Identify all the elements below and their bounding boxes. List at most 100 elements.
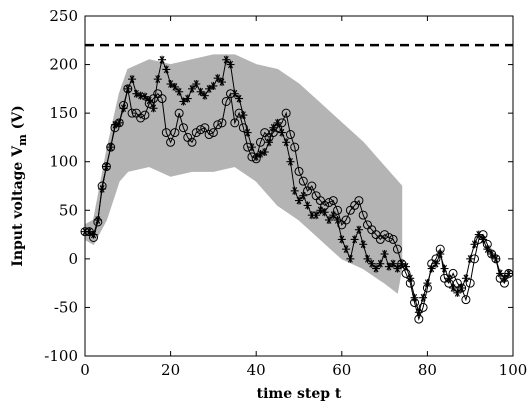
data-point-circle	[196, 125, 206, 135]
data-point-asterisk	[372, 264, 381, 273]
data-point-circle	[397, 259, 407, 269]
data-point-circle	[341, 215, 351, 225]
y-tick-label: 0	[68, 250, 78, 268]
series-line-asterisk	[85, 58, 510, 315]
data-point-circle	[285, 130, 295, 140]
data-point-circle	[226, 89, 236, 99]
data-point-circle	[328, 196, 338, 206]
data-point-asterisk	[158, 55, 167, 64]
data-point-asterisk	[376, 259, 385, 268]
data-point-circle	[499, 278, 509, 288]
data-point-circle	[448, 268, 458, 278]
data-point-circle	[290, 142, 300, 152]
data-point-circle	[161, 128, 171, 138]
x-tick-label: 100	[499, 361, 528, 379]
data-point-circle	[170, 128, 180, 138]
data-point-circle	[114, 118, 124, 128]
data-point-circle	[461, 295, 471, 305]
data-point-circle	[478, 230, 488, 240]
data-point-asterisk	[153, 75, 162, 84]
data-point-circle	[204, 130, 214, 140]
data-point-circle	[491, 254, 501, 264]
data-point-circle	[123, 84, 133, 94]
tick-layer: 0 20 40 60 80 100 -100 -50 0 50 100 150 200 250	[44, 7, 527, 379]
data-point-circle	[208, 128, 218, 138]
data-point-asterisk	[265, 138, 274, 147]
data-point-asterisk	[367, 259, 376, 268]
data-point-circle	[482, 239, 492, 249]
data-point-asterisk	[217, 78, 226, 87]
data-point-asterisk	[290, 186, 299, 195]
data-point-circle	[247, 152, 257, 162]
x-tick-label: 0	[80, 361, 90, 379]
data-point-asterisk	[213, 74, 222, 83]
data-point-circle	[457, 283, 467, 293]
data-point-asterisk	[192, 80, 201, 88]
data-point-circle	[97, 181, 107, 191]
data-point-circle	[157, 94, 167, 104]
y-axis-label: Input voltage Vm (V)	[10, 105, 29, 266]
data-point-asterisk	[140, 92, 149, 101]
data-point-asterisk	[282, 138, 291, 147]
data-point-circle	[255, 137, 265, 147]
data-point-asterisk	[188, 84, 196, 93]
x-tick-label: 40	[247, 361, 266, 379]
data-point-circle	[281, 108, 291, 118]
data-point-asterisk	[286, 157, 295, 166]
x-axis-label: time step t	[257, 386, 342, 402]
data-point-circle	[238, 123, 248, 133]
data-point-circle	[243, 142, 253, 152]
data-point-asterisk	[170, 82, 179, 91]
data-point-asterisk	[363, 254, 372, 263]
data-point-circle	[89, 232, 99, 242]
data-point-circle	[388, 234, 398, 244]
data-point-circle	[414, 314, 424, 324]
data-point-asterisk	[295, 196, 303, 205]
data-point-asterisk	[324, 216, 333, 224]
data-point-circle	[251, 154, 261, 164]
data-point-asterisk	[128, 75, 137, 84]
x-tick-label: 80	[418, 361, 437, 379]
y-tick-label: 250	[49, 7, 78, 25]
series-line-circle	[85, 88, 510, 321]
data-point-circle	[213, 120, 223, 130]
data-point-asterisk	[380, 250, 389, 258]
data-point-asterisk	[260, 148, 269, 156]
plot-area-frame	[84, 15, 514, 357]
data-point-asterisk	[359, 240, 368, 249]
y-axis-label-main: Input voltage V	[10, 145, 26, 267]
x-tick-label: 20	[161, 361, 180, 379]
data-point-circle	[127, 108, 137, 118]
data-point-circle	[324, 198, 334, 208]
data-point-circle	[200, 123, 210, 133]
data-point-circle	[277, 118, 287, 128]
y-tick-label: 100	[49, 153, 78, 171]
data-point-asterisk	[354, 225, 363, 234]
data-point-asterisk	[222, 55, 231, 64]
y-tick-label: -50	[54, 298, 78, 316]
data-point-asterisk	[350, 235, 359, 244]
data-point-circle	[140, 110, 150, 120]
data-point-circle	[465, 278, 475, 288]
data-point-circle	[392, 244, 402, 254]
y-axis-label-subscript: m	[16, 134, 29, 146]
data-point-asterisk	[196, 87, 205, 96]
data-point-circle	[405, 278, 415, 288]
data-point-circle	[106, 142, 116, 152]
data-point-asterisk	[312, 211, 321, 220]
data-point-circle	[418, 302, 428, 312]
data-point-asterisk	[337, 235, 346, 244]
y-tick-label: -100	[44, 347, 78, 365]
data-point-asterisk	[200, 91, 209, 100]
data-point-circle	[444, 278, 454, 288]
data-point-asterisk	[209, 81, 218, 90]
y-tick-label: 150	[49, 104, 78, 122]
y-axis-label-unit: (V)	[10, 105, 26, 134]
data-point-circle	[101, 162, 111, 172]
y-tick-label: 50	[59, 201, 78, 219]
data-point-circle	[469, 254, 479, 264]
data-point-circle	[354, 196, 364, 206]
data-point-asterisk	[226, 60, 235, 69]
data-point-circle	[422, 283, 432, 293]
